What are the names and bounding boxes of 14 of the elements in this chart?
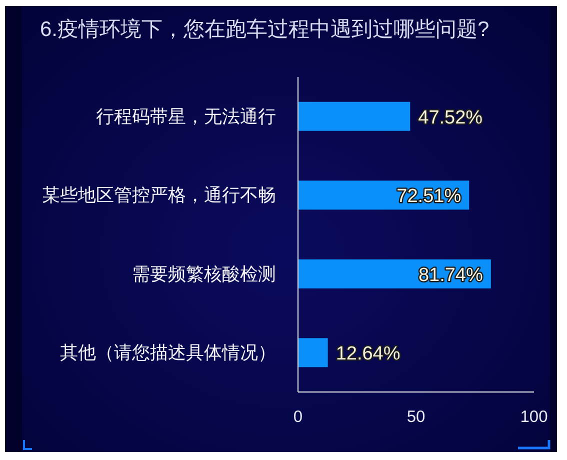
data-label: 72.51% — [396, 186, 462, 208]
bar — [298, 102, 410, 131]
y-tick-label: 需要频繁核酸检测 — [132, 264, 276, 284]
data-label: 81.74% — [418, 264, 483, 286]
y-tick-label: 行程码带星，无法通行 — [96, 106, 276, 126]
y-tick-label: 其他（请您描述具体情况） — [60, 342, 276, 363]
x-tick-label: 0 — [293, 408, 303, 426]
bar — [298, 338, 328, 368]
chart-title: 6.疫情环境下，您在跑车过程中遇到过哪些问题? — [40, 18, 490, 41]
y-tick-label: 某些地区管控严格，通行不畅 — [42, 185, 276, 206]
data-label: 12.64% — [336, 344, 400, 365]
x-tick-label: 100 — [520, 408, 548, 426]
data-label: 47.52% — [418, 107, 483, 128]
x-tick-label: 50 — [406, 408, 426, 426]
